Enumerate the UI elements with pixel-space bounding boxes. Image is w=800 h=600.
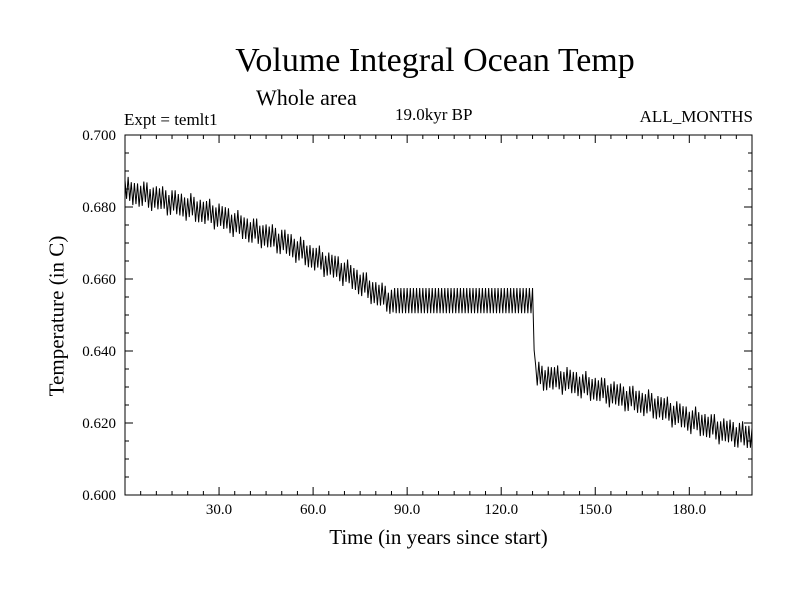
- x-tick-label: 180.0: [672, 502, 706, 518]
- experiment-label: Expt = temlt1: [124, 110, 218, 129]
- x-tick-label: 90.0: [394, 502, 420, 518]
- x-tick-label: 30.0: [206, 502, 232, 518]
- axis-ticks: [125, 134, 752, 496]
- y-tick-label: 0.620: [82, 416, 116, 432]
- x-tick-label: 120.0: [484, 502, 518, 518]
- chart-subtitle: Whole area: [256, 85, 357, 110]
- y-tick-label: 0.660: [82, 272, 116, 288]
- months-label: ALL_MONTHS: [639, 107, 753, 126]
- x-tick-label: 150.0: [578, 502, 612, 518]
- temperature-series-line: [124, 176, 753, 449]
- x-axis-label: Time (in years since start): [329, 525, 548, 549]
- chart-title: Volume Integral Ocean Temp: [235, 42, 635, 79]
- plot-frame: [124, 134, 753, 496]
- y-tick-label: 0.680: [82, 200, 116, 216]
- axis-tick-labels: 30.0 60.0 90.0 120.0 150.0 180.0 0.600 0.620 0.6…: [82, 128, 706, 518]
- y-tick-label: 0.700: [82, 128, 116, 144]
- period-label: 19.0kyr BP: [395, 105, 473, 124]
- y-tick-label: 0.640: [82, 344, 116, 360]
- y-axis-label: Temperature (in C): [44, 235, 69, 397]
- y-tick-label: 0.600: [82, 488, 116, 504]
- x-tick-label: 60.0: [300, 502, 326, 518]
